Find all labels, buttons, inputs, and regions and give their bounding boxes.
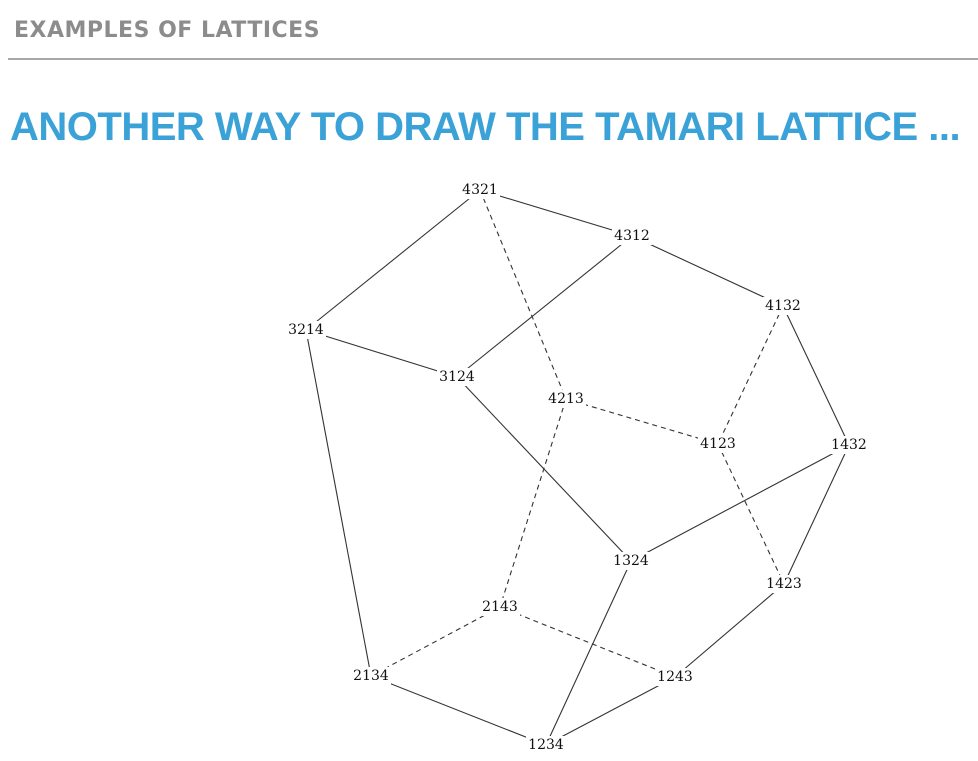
node-2143: 2143 bbox=[480, 598, 520, 616]
node-1423: 1423 bbox=[764, 575, 804, 593]
node-1234: 1234 bbox=[526, 736, 566, 754]
lattice-edges bbox=[305, 189, 850, 746]
node-background bbox=[764, 575, 804, 593]
node-label: 2143 bbox=[482, 599, 518, 615]
node-label: 3214 bbox=[288, 322, 324, 338]
node-label: 1324 bbox=[613, 553, 649, 569]
edge-1423-1243 bbox=[674, 583, 785, 678]
edge-4132-1432 bbox=[782, 305, 850, 446]
node-label: 1243 bbox=[657, 669, 693, 685]
node-4312: 4312 bbox=[612, 227, 652, 245]
node-label: 2134 bbox=[353, 668, 389, 684]
node-label: 4321 bbox=[462, 182, 498, 198]
header-divider bbox=[8, 58, 978, 60]
node-label: 3124 bbox=[439, 369, 475, 385]
node-1243: 1243 bbox=[655, 668, 695, 686]
edge-4213-4123 bbox=[565, 398, 719, 445]
edge-4321-3214 bbox=[305, 189, 481, 331]
node-4321: 4321 bbox=[460, 181, 500, 199]
edge-2134-1234 bbox=[370, 675, 547, 746]
node-1324: 1324 bbox=[611, 552, 651, 570]
edge-4123-1423 bbox=[717, 443, 785, 585]
edge-1432-1423 bbox=[783, 444, 850, 585]
node-background bbox=[460, 181, 500, 199]
node-label: 1423 bbox=[766, 576, 802, 592]
edge-3214-3124 bbox=[305, 329, 458, 378]
node-4213: 4213 bbox=[546, 390, 586, 408]
node-background bbox=[526, 736, 566, 754]
node-background bbox=[351, 667, 391, 685]
slide-title: ANOTHER WAY TO DRAW THE TAMARI LATTICE .… bbox=[10, 105, 961, 149]
edge-4321-4213 bbox=[479, 189, 567, 400]
edge-4132-4123 bbox=[717, 305, 784, 445]
node-label: 4312 bbox=[614, 228, 650, 244]
node-background bbox=[437, 368, 477, 386]
edge-2143-2134 bbox=[370, 606, 501, 677]
node-background bbox=[480, 598, 520, 616]
lattice-nodes: 4321 4312 4132 3214 3124 4213 4123 1432 1324 1423… bbox=[286, 181, 869, 754]
node-background bbox=[546, 390, 586, 408]
node-1432: 1432 bbox=[829, 436, 869, 454]
edge-4312-4132 bbox=[631, 235, 784, 307]
node-background bbox=[655, 668, 695, 686]
edge-4321-4312 bbox=[479, 189, 633, 237]
node-label: 1234 bbox=[528, 737, 564, 753]
node-background bbox=[611, 552, 651, 570]
edge-1243-1234 bbox=[545, 676, 676, 746]
edge-2143-1243 bbox=[499, 606, 676, 678]
edge-4312-3124 bbox=[456, 235, 633, 378]
node-background bbox=[612, 227, 652, 245]
node-label: 4132 bbox=[765, 298, 801, 314]
edge-1432-1324 bbox=[630, 444, 850, 562]
node-3214: 3214 bbox=[286, 321, 326, 339]
node-3124: 3124 bbox=[437, 368, 477, 386]
node-label: 4213 bbox=[548, 391, 584, 407]
edge-4213-2143 bbox=[499, 398, 567, 608]
node-label: 1432 bbox=[831, 437, 867, 453]
node-label: 4123 bbox=[700, 436, 736, 452]
edge-3214-2134 bbox=[305, 329, 372, 677]
node-4132: 4132 bbox=[763, 297, 803, 315]
edge-1324-1234 bbox=[545, 560, 632, 746]
node-background bbox=[286, 321, 326, 339]
node-background bbox=[829, 436, 869, 454]
node-background bbox=[698, 435, 738, 453]
node-4123: 4123 bbox=[698, 435, 738, 453]
node-background bbox=[763, 297, 803, 315]
node-2134: 2134 bbox=[351, 667, 391, 685]
section-header: EXAMPLES OF LATTICES bbox=[14, 18, 321, 43]
